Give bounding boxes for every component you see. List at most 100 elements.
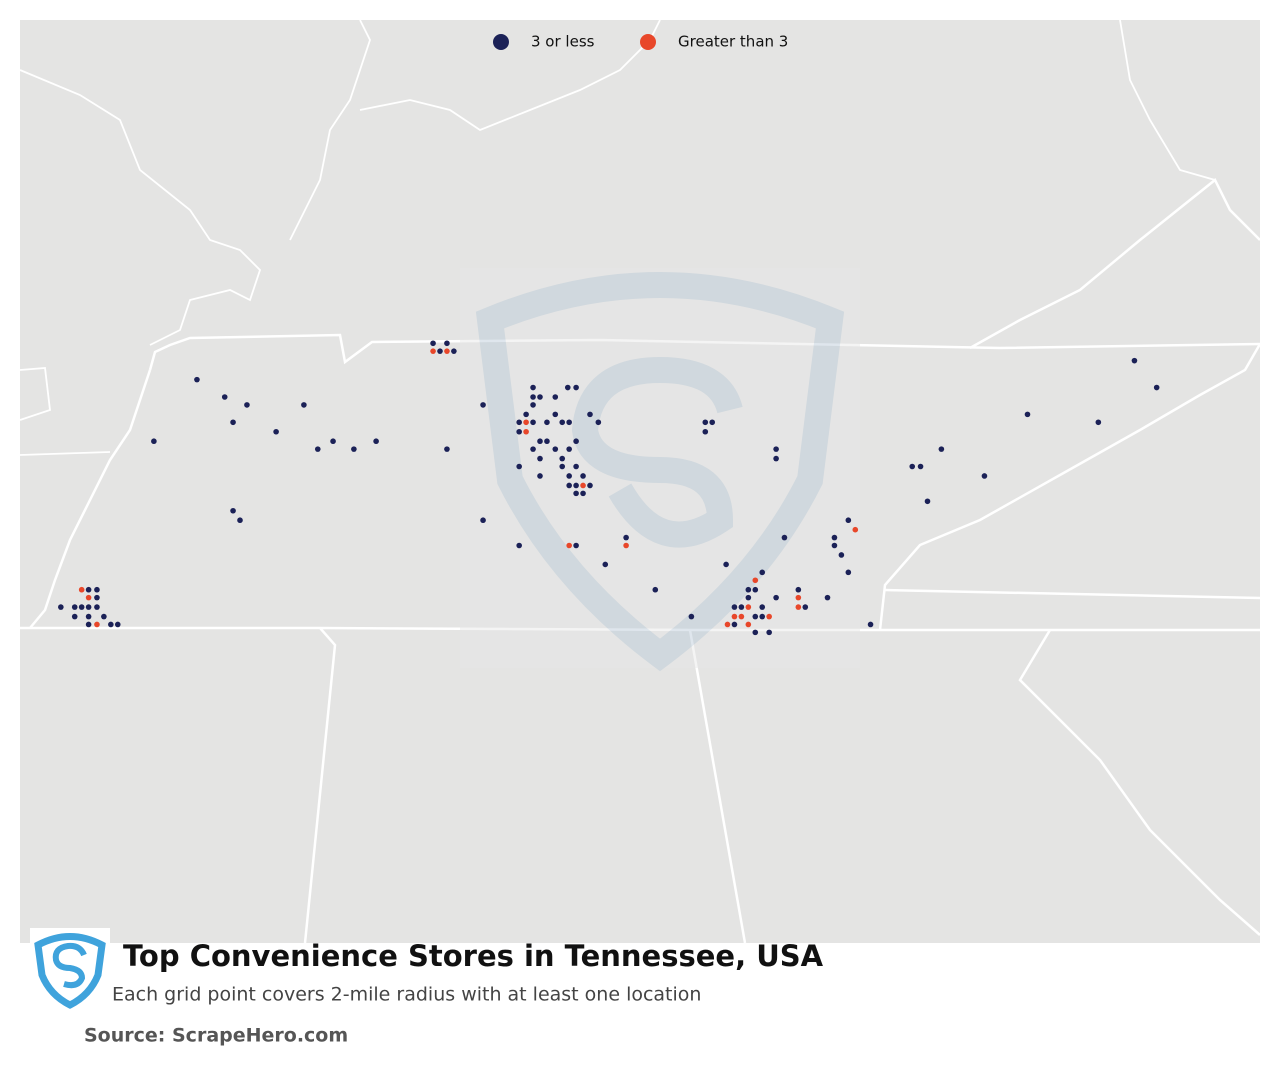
location-point (566, 542, 572, 549)
location-point (623, 542, 629, 549)
location-point (373, 438, 379, 445)
map-background (20, 20, 1260, 943)
location-point (652, 586, 659, 593)
location-point (564, 384, 571, 391)
location-point (430, 348, 436, 354)
location-point (724, 621, 731, 628)
location-point (194, 376, 200, 383)
location-point (523, 419, 529, 426)
location-point (773, 455, 779, 462)
location-point (802, 604, 809, 610)
location-point (530, 446, 536, 452)
location-point (773, 594, 779, 601)
location-point (71, 604, 78, 610)
location-point (623, 534, 629, 541)
watermark (460, 268, 860, 672)
location-point (566, 482, 572, 489)
location-point (530, 384, 536, 391)
location-point (573, 482, 579, 489)
location-point (94, 604, 100, 610)
location-point (314, 446, 321, 452)
location-point (723, 561, 729, 568)
location-point (781, 534, 788, 541)
logo-shield (34, 933, 106, 1009)
location-point (738, 604, 745, 610)
location-point (867, 621, 874, 628)
location-point (1095, 419, 1102, 426)
location-point (537, 455, 543, 462)
location-point (573, 463, 579, 470)
location-point (230, 419, 236, 426)
location-point (702, 428, 709, 435)
location-point (273, 428, 279, 435)
location-point (451, 348, 457, 354)
location-point (745, 586, 752, 593)
location-point (580, 490, 586, 497)
location-point (430, 340, 436, 347)
location-point (85, 613, 92, 620)
location-point (351, 446, 357, 452)
legend-label: 3 or less (531, 33, 595, 51)
location-point (437, 348, 443, 354)
location-point (752, 613, 759, 620)
location-point (595, 419, 602, 426)
location-point (745, 604, 752, 610)
location-point (530, 394, 536, 400)
location-point (738, 613, 745, 620)
location-point (909, 463, 916, 470)
source: Source: ScrapeHero.com (84, 1025, 348, 1047)
location-point (917, 463, 924, 470)
legend-swatch (640, 34, 656, 50)
location-point (480, 402, 486, 408)
location-point (85, 604, 92, 610)
location-point (237, 517, 243, 524)
location-point (552, 394, 559, 400)
location-point (94, 621, 100, 628)
location-point (1024, 411, 1031, 418)
location-point (101, 613, 107, 620)
location-point (78, 604, 85, 610)
location-point (766, 613, 772, 620)
location-point (516, 542, 522, 549)
location-point (244, 402, 250, 408)
location-point (688, 613, 695, 620)
location-point (566, 473, 572, 479)
location-point (444, 446, 450, 452)
location-point (766, 629, 772, 636)
location-point (759, 613, 766, 620)
location-point (752, 629, 759, 636)
location-point (444, 340, 450, 347)
location-point (752, 577, 759, 584)
watermark-box (460, 268, 860, 668)
location-point (221, 394, 228, 400)
location-point (71, 613, 78, 620)
location-point (938, 446, 945, 452)
location-point (552, 411, 559, 418)
location-point (795, 594, 802, 601)
location-point (566, 419, 572, 426)
location-point (573, 490, 579, 497)
location-point (759, 569, 766, 576)
location-point (537, 394, 543, 400)
watermark-s (571, 356, 743, 548)
logo-s (52, 942, 87, 989)
location-point (587, 482, 593, 489)
location-point (709, 419, 716, 426)
location-point (824, 594, 831, 601)
logo (30, 928, 110, 1009)
location-point (702, 419, 709, 426)
location-point (745, 594, 752, 601)
location-point (773, 446, 779, 452)
location-point (731, 604, 738, 610)
location-point (573, 438, 579, 445)
location-point (731, 613, 738, 620)
location-point (580, 482, 586, 489)
location-point (587, 411, 593, 418)
location-point (94, 586, 100, 593)
location-point (795, 586, 802, 593)
location-point (573, 384, 579, 391)
location-point (516, 463, 522, 470)
location-point (845, 517, 852, 524)
location-point (559, 463, 566, 470)
